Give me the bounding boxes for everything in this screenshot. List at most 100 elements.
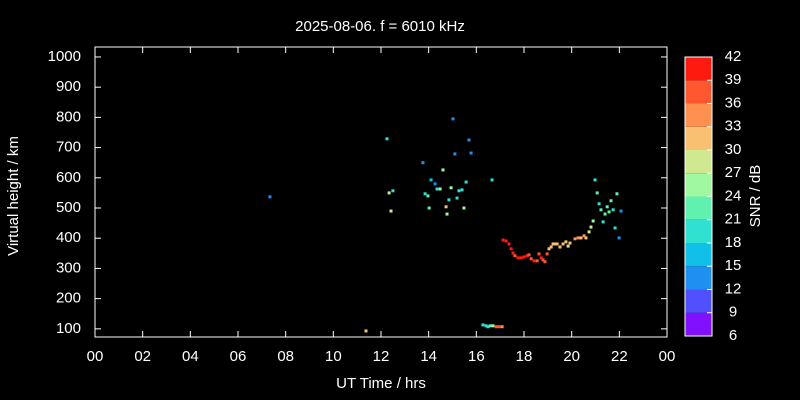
colorbar-tick-label: 9: [729, 304, 737, 321]
x-tick-label: 00: [659, 348, 676, 365]
point: [617, 236, 621, 240]
point: [573, 237, 577, 241]
colorbar-block: [685, 80, 712, 104]
point: [613, 226, 617, 230]
colorbar-block: [685, 150, 712, 174]
point: [500, 325, 504, 329]
colorbar-block: [685, 196, 712, 220]
point: [435, 187, 439, 191]
x-tick-label: 00: [87, 348, 104, 365]
point: [619, 209, 623, 213]
colorbar-tick-label: 12: [725, 280, 742, 297]
point: [597, 202, 601, 206]
y-tick-label: 300: [56, 259, 81, 276]
colorbar-tick-label: 30: [725, 141, 742, 158]
point: [543, 260, 547, 264]
point: [561, 242, 565, 246]
x-tick-label: 06: [230, 348, 247, 365]
point: [421, 161, 425, 165]
point: [595, 191, 599, 195]
point: [433, 182, 437, 186]
x-tick-label: 08: [277, 348, 294, 365]
point: [579, 236, 583, 240]
point: [525, 254, 529, 258]
point: [551, 242, 555, 246]
point: [549, 245, 553, 249]
point: [591, 219, 595, 223]
point: [441, 168, 445, 172]
colorbar-block: [685, 103, 712, 127]
point: [603, 212, 607, 216]
point: [519, 256, 523, 260]
point: [387, 191, 391, 195]
point: [449, 186, 453, 190]
point: [527, 253, 531, 257]
x-tick-label: 22: [611, 348, 628, 365]
point: [488, 324, 492, 328]
y-tick-label: 200: [56, 290, 81, 307]
point: [427, 206, 431, 210]
point: [555, 242, 559, 246]
point: [389, 209, 393, 213]
point: [539, 256, 543, 260]
colorbar-block: [685, 312, 712, 336]
y-tick-label: 1000: [48, 48, 81, 65]
point: [535, 259, 539, 263]
point: [444, 205, 448, 209]
point: [615, 192, 619, 196]
point: [516, 256, 520, 260]
point: [532, 259, 536, 263]
point: [611, 208, 615, 212]
point: [462, 206, 466, 210]
point: [447, 198, 451, 202]
colorbar-tick-label: 21: [725, 211, 742, 228]
point: [464, 180, 468, 184]
colorbar-tick-label: 18: [725, 234, 742, 251]
point: [455, 196, 459, 200]
point: [547, 247, 551, 251]
x-tick-label: 16: [468, 348, 485, 365]
colorbar-block: [685, 289, 712, 313]
colorbar-tick-label: 42: [725, 48, 742, 65]
point: [584, 236, 588, 240]
colorbar-block: [685, 173, 712, 197]
chart-title: 2025-08-06. f = 6010 kHz: [295, 18, 465, 35]
y-tick-label: 500: [56, 199, 81, 216]
point: [429, 178, 433, 182]
point: [587, 230, 591, 234]
y-tick-label: 800: [56, 108, 81, 125]
point: [364, 329, 368, 333]
point: [457, 189, 461, 193]
point: [529, 257, 533, 261]
point: [609, 199, 613, 203]
point: [605, 205, 609, 209]
colorbar-tick-label: 24: [725, 187, 742, 204]
point: [490, 178, 494, 182]
colorbar-tick-label: 15: [725, 257, 742, 274]
x-tick-label: 20: [563, 348, 580, 365]
point: [501, 238, 505, 242]
colorbar-label: SNR / dB: [747, 165, 764, 228]
point: [469, 151, 473, 155]
colorbar-block: [685, 243, 712, 267]
colorbar-tick-label: 6: [729, 327, 737, 344]
y-tick-label: 100: [56, 320, 81, 337]
point: [486, 325, 490, 329]
point: [268, 195, 272, 199]
point: [481, 323, 485, 327]
plot-frame: [94, 46, 668, 338]
point: [494, 325, 498, 329]
x-tick-label: 12: [373, 348, 390, 365]
x-tick-label: 18: [516, 348, 533, 365]
point: [607, 210, 611, 214]
point: [426, 194, 430, 198]
y-tick-label: 600: [56, 169, 81, 186]
point: [504, 239, 508, 243]
colorbar-block: [685, 126, 712, 150]
y-tick-label: 900: [56, 78, 81, 95]
point: [391, 189, 395, 193]
point: [511, 251, 515, 255]
point: [423, 192, 427, 196]
x-tick-label: 04: [182, 348, 199, 365]
